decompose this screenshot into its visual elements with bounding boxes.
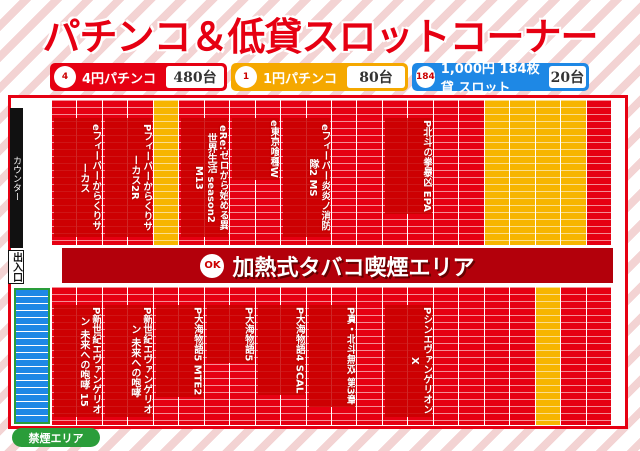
machine-name: eRe:ゼロから始める異世界生活 season2 M13 xyxy=(181,118,229,237)
machine-column xyxy=(357,100,383,245)
legend-icon: 4 xyxy=(54,66,76,88)
machine-column xyxy=(510,100,536,245)
nonsmoking-area: 禁煙エリア xyxy=(12,428,100,447)
machine-column xyxy=(459,287,485,425)
machine-column xyxy=(510,287,536,425)
machine-name: P大海物語5 MTE2 xyxy=(155,305,203,398)
machine-column xyxy=(535,100,562,245)
machine-name: P新世紀エヴァンゲリオン 未来への咆哮 15 xyxy=(54,305,101,417)
title: パチンコ＆低貸スロットコーナー xyxy=(42,15,598,59)
machine-name: P大海物語5 xyxy=(206,305,254,364)
machine-column xyxy=(586,100,612,245)
legend-item: 184 1,000円 184枚貸 スロット 20台 xyxy=(412,62,589,96)
machine-column xyxy=(586,287,612,425)
machine-column xyxy=(153,100,180,245)
machine-name: P真・北斗無双 第3章 xyxy=(308,305,356,407)
machine-column xyxy=(561,100,587,245)
slot-block xyxy=(14,288,50,424)
legend-icon: 184 xyxy=(416,66,435,88)
machine-column xyxy=(357,287,383,425)
legend-item: 4 4円パチンコ 480台 xyxy=(50,63,227,91)
machine-name: P新世紀エヴァンゲリオン 未来への咆哮 xyxy=(104,305,152,417)
machine-column xyxy=(459,100,485,245)
machine-name: e東京喰種W xyxy=(232,118,280,180)
machine-column xyxy=(484,287,511,425)
legend-icon: 1 xyxy=(235,66,257,88)
smoking-band: OK 加熱式タバコ喫煙エリア xyxy=(62,248,613,283)
legend-label: 1,000円 184枚貸 スロット xyxy=(440,62,540,96)
machine-column xyxy=(433,100,460,245)
legend-count: 480台 xyxy=(166,66,224,88)
counter: カウンター xyxy=(10,108,23,248)
machine-name: eフィーバー炎炎ノ消防隊2 MS xyxy=(283,118,330,237)
smoking-area: 加熱式タバコ喫煙エリア xyxy=(232,255,475,281)
machine-name: P大海物語4 SCAL xyxy=(257,305,305,396)
machine-column xyxy=(433,287,460,425)
machine-name: Pフィーバーからくりサーカス2R xyxy=(104,118,152,237)
legend-label: 4円パチンコ xyxy=(82,71,157,87)
legend-count: 20台 xyxy=(548,66,586,88)
machine-column xyxy=(561,287,587,425)
machine-name: PシンエヴァンゲリオンX xyxy=(384,305,432,417)
legend-count: 80台 xyxy=(347,66,405,88)
smoking-badge: OK xyxy=(200,253,225,278)
legend-item: 1 1円パチンコ 80台 xyxy=(231,63,408,91)
legend-label: 1円パチンコ xyxy=(263,71,338,87)
machine-column xyxy=(332,100,358,245)
machine-column xyxy=(484,100,511,245)
machine-name: eフィーバーからくりサーカス xyxy=(54,118,101,237)
machine-column xyxy=(535,287,562,425)
entrance: 出入口 xyxy=(8,250,24,284)
machine-name: P北斗の拳暴凶 EPA xyxy=(384,118,432,214)
